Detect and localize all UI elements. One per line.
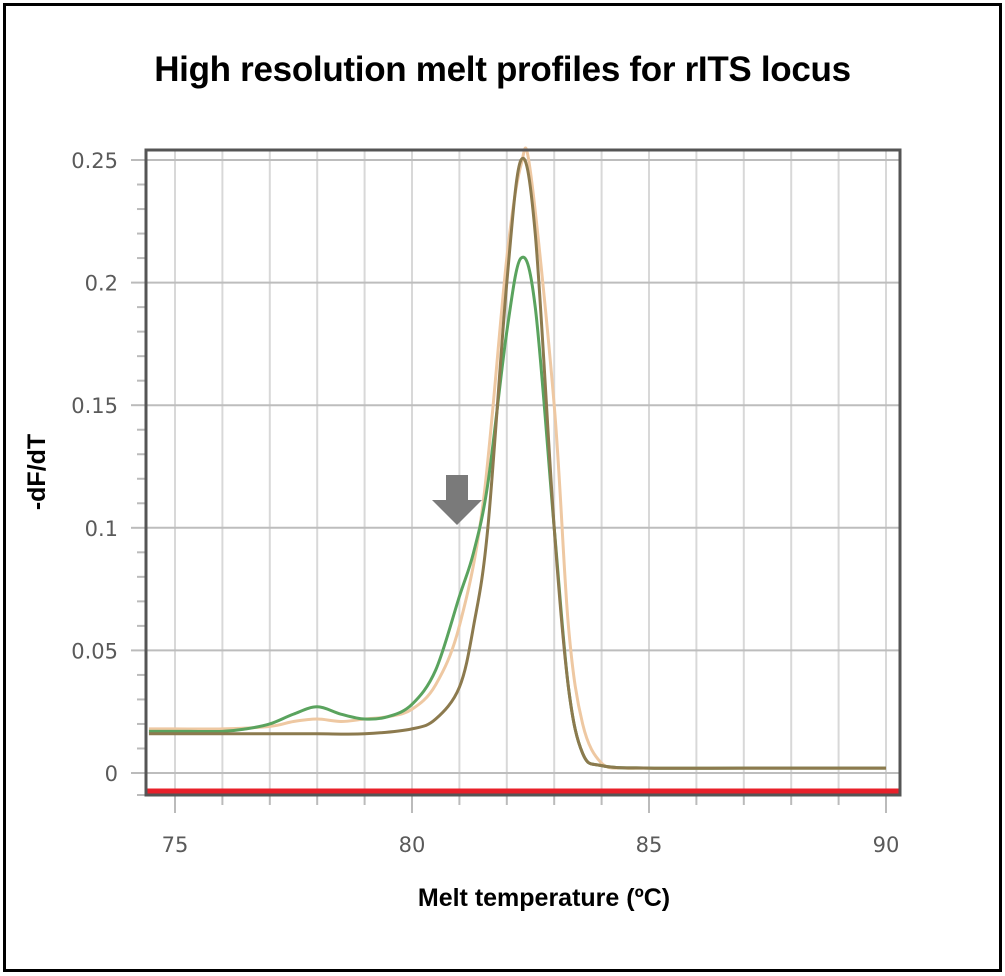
x-axis-label: Melt temperature (ºC)	[418, 884, 670, 912]
x-axis-ticks: 75 80 85 90	[162, 795, 900, 857]
y-axis-ticks: 0 0.05 0.1 0.15 0.2 0.25	[71, 149, 146, 796]
y-axis-label: -dF/dT	[23, 434, 51, 510]
y-tick-label: 0.1	[85, 517, 118, 541]
x-tick-label: 90	[873, 833, 900, 857]
y-tick-label: 0.2	[85, 272, 118, 296]
chart-title: High resolution melt profiles for rITS l…	[154, 50, 851, 89]
series-line-peach-profile	[148, 146, 886, 770]
grid-lines	[146, 150, 900, 795]
x-tick-label: 75	[162, 833, 189, 857]
y-tick-label: 0.25	[71, 149, 118, 173]
figure-frame	[3, 3, 1002, 972]
series-line-brown-profile	[148, 156, 886, 770]
plot-area-border	[144, 148, 902, 797]
y-tick-label: 0.15	[71, 394, 118, 418]
y-tick-label: 0.05	[71, 639, 118, 663]
annotation-arrow-icon	[432, 475, 482, 525]
series-line-green-profile	[148, 255, 886, 770]
x-tick-label: 85	[636, 833, 663, 857]
y-tick-label: 0	[105, 762, 118, 786]
x-tick-label: 80	[399, 833, 426, 857]
data-series	[148, 146, 886, 770]
